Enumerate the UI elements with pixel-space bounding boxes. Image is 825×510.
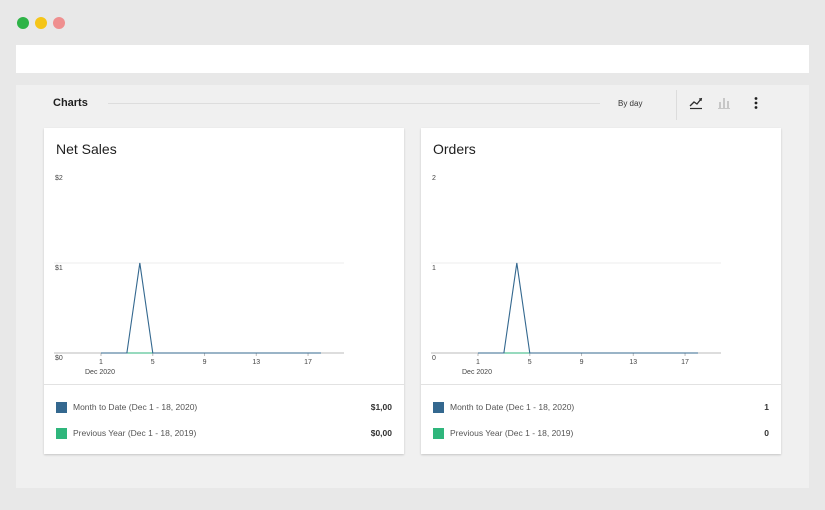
window-dot-red[interactable] xyxy=(53,17,65,29)
legend-label: Month to Date (Dec 1 - 18, 2020) xyxy=(73,402,198,412)
net-sales-chart: $2 $1 $0 1 5 9 13 17 Dec 2020 xyxy=(44,168,404,378)
toolbar-separator xyxy=(676,90,677,120)
section-title: Charts xyxy=(53,97,88,109)
section-divider xyxy=(108,103,600,104)
x-tick-label: 13 xyxy=(629,359,637,366)
window-dot-yellow[interactable] xyxy=(35,17,47,29)
x-tick-label: 9 xyxy=(580,359,584,366)
bar-chart-icon[interactable] xyxy=(716,95,732,111)
legend-value: $1,00 xyxy=(370,402,392,412)
interval-select[interactable]: By day xyxy=(618,99,643,108)
x-tick-label: 17 xyxy=(681,359,689,366)
charts-section-header: Charts By day xyxy=(16,85,809,123)
charts-panel: Charts By day xyxy=(16,85,809,488)
legend-swatch-secondary xyxy=(433,428,444,439)
line-chart-icon[interactable] xyxy=(688,95,704,111)
x-tick-label: 5 xyxy=(151,359,155,366)
series-group xyxy=(478,262,698,354)
legend-item[interactable]: Previous Year (Dec 1 - 18, 2019) 0 xyxy=(433,427,769,441)
chart-svg: 2 1 0 1 5 9 13 17 Dec 2020 xyxy=(431,175,721,376)
x-tick-label: 1 xyxy=(476,359,480,366)
legend-value: $0,00 xyxy=(370,428,392,438)
x-ticks: 1 5 9 13 17 xyxy=(99,353,312,366)
orders-chart: 2 1 0 1 5 9 13 17 Dec 2020 xyxy=(421,168,781,378)
x-tick-label: 13 xyxy=(252,359,260,366)
series-line-month-to-date xyxy=(101,262,321,354)
legend-item[interactable]: Month to Date (Dec 1 - 18, 2020) $1,00 xyxy=(56,401,392,415)
legend-swatch-primary xyxy=(433,402,444,413)
chart-svg: $2 $1 $0 1 5 9 13 17 Dec 2020 xyxy=(54,175,344,376)
y-tick-label: 1 xyxy=(432,265,436,272)
legend-label: Previous Year (Dec 1 - 18, 2019) xyxy=(450,428,574,438)
x-tick-label: 1 xyxy=(99,359,103,366)
card-title: Orders xyxy=(433,141,476,157)
y-tick-label: 2 xyxy=(432,175,436,182)
legend-value: 0 xyxy=(764,428,769,438)
chart-legend: Month to Date (Dec 1 - 18, 2020) $1,00 P… xyxy=(44,384,404,454)
y-tick-label: $0 xyxy=(55,355,63,362)
net-sales-card: Net Sales $2 $1 $0 1 5 9 13 17 Dec 2020 Mont… xyxy=(44,128,404,454)
series-line-month-to-date xyxy=(478,262,698,354)
x-axis-sublabel: Dec 2020 xyxy=(462,369,492,376)
legend-label: Month to Date (Dec 1 - 18, 2020) xyxy=(450,402,575,412)
x-tick-label: 17 xyxy=(304,359,312,366)
x-tick-label: 9 xyxy=(203,359,207,366)
legend-value: 1 xyxy=(764,402,769,412)
x-ticks: 1 5 9 13 17 xyxy=(476,353,689,366)
orders-card: Orders 2 1 0 1 5 9 13 17 Dec 2020 Month to D… xyxy=(421,128,781,454)
window-dot-green[interactable] xyxy=(17,17,29,29)
more-vertical-icon[interactable] xyxy=(748,95,764,111)
legend-swatch-secondary xyxy=(56,428,67,439)
legend-item[interactable]: Previous Year (Dec 1 - 18, 2019) $0,00 xyxy=(56,427,392,441)
y-tick-label: $2 xyxy=(55,175,63,182)
card-title: Net Sales xyxy=(56,141,117,157)
chart-legend: Month to Date (Dec 1 - 18, 2020) 1 Previ… xyxy=(421,384,781,454)
x-tick-label: 5 xyxy=(528,359,532,366)
series-group xyxy=(101,262,321,354)
legend-item[interactable]: Month to Date (Dec 1 - 18, 2020) 1 xyxy=(433,401,769,415)
top-bar xyxy=(16,45,809,73)
y-tick-label: 0 xyxy=(432,355,436,362)
y-tick-label: $1 xyxy=(55,265,63,272)
legend-swatch-primary xyxy=(56,402,67,413)
legend-label: Previous Year (Dec 1 - 18, 2019) xyxy=(73,428,197,438)
window-controls xyxy=(17,17,65,29)
x-axis-sublabel: Dec 2020 xyxy=(85,369,115,376)
